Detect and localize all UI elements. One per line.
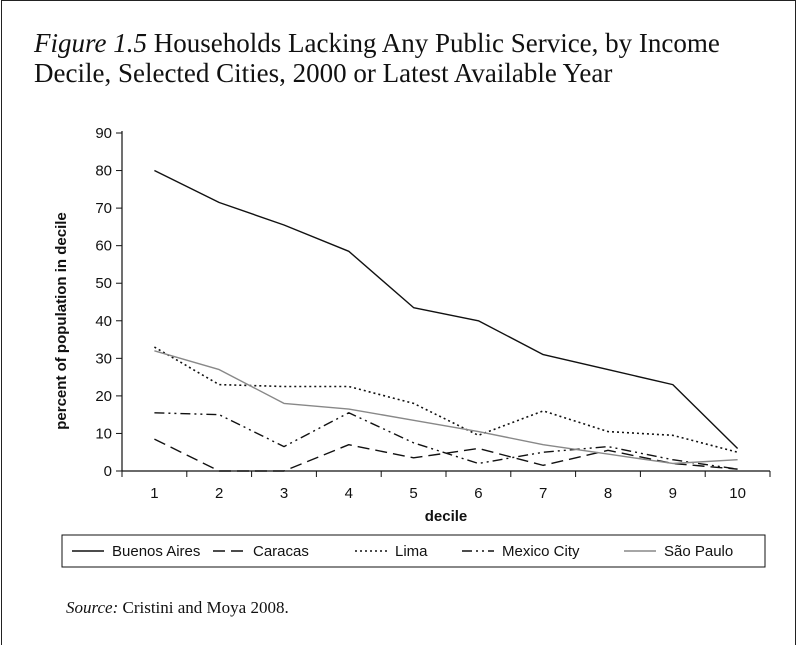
x-tick-label: 7 <box>539 485 547 502</box>
x-tick-label: 10 <box>729 485 746 502</box>
y-tick-label: 10 <box>95 425 112 442</box>
legend-label: Mexico City <box>502 543 580 560</box>
series-line-lima <box>153 346 738 453</box>
series-line-mexico-city <box>154 412 738 470</box>
x-tick-label: 8 <box>604 485 612 502</box>
line-chart: 0 10 20 30 40 50 60 70 80 90 1 2 3 4 5 6 7 8 9 10 percent o… <box>53 125 771 568</box>
chart-axes: 0 10 20 30 40 50 60 70 80 90 1 2 3 4 5 6 7 8 9 10 <box>95 125 771 502</box>
x-axis-label: decile <box>425 508 468 525</box>
series-line-s-o-paulo <box>154 350 738 465</box>
y-tick-label: 60 <box>95 238 112 255</box>
x-tick-label: 4 <box>345 485 353 502</box>
legend: Buenos Aires Caracas Lima Mexico City São Pa… <box>72 543 733 560</box>
y-tick-label: 30 <box>95 350 112 367</box>
series-line-caracas <box>154 438 738 472</box>
source-text: Cristini and Moya 2008. <box>122 598 289 617</box>
legend-label: São Paulo <box>664 543 733 560</box>
figure-title-text: Households Lacking Any Public Service, b… <box>34 28 720 88</box>
y-tick-label: 50 <box>95 275 112 292</box>
legend-label: Buenos Aires <box>112 543 200 560</box>
y-tick-label: 90 <box>95 125 112 142</box>
y-tick-label: 20 <box>95 388 112 405</box>
figure-title: Figure 1.5 Households Lacking Any Public… <box>34 28 794 88</box>
legend-label: Caracas <box>253 543 309 560</box>
y-axis-label: percent of population in decile <box>53 212 70 430</box>
source-note: Source: Cristini and Moya 2008. <box>66 598 289 618</box>
y-tick-label: 0 <box>104 463 112 480</box>
y-tick-label: 70 <box>95 200 112 217</box>
x-tick-label: 6 <box>474 485 482 502</box>
chart-series <box>153 169 739 472</box>
figure-label: Figure 1.5 <box>34 28 147 58</box>
y-tick-label: 40 <box>95 313 112 330</box>
y-tick-label: 80 <box>95 163 112 180</box>
legend-box <box>61 534 766 568</box>
series-line-buenos-aires <box>154 169 739 449</box>
x-tick-label: 9 <box>669 485 677 502</box>
source-label: Source: <box>66 598 119 617</box>
x-tick-label: 1 <box>150 485 158 502</box>
x-tick-label: 5 <box>409 485 417 502</box>
legend-label: Lima <box>395 543 428 560</box>
x-tick-label: 2 <box>215 485 223 502</box>
x-tick-label: 3 <box>280 485 288 502</box>
